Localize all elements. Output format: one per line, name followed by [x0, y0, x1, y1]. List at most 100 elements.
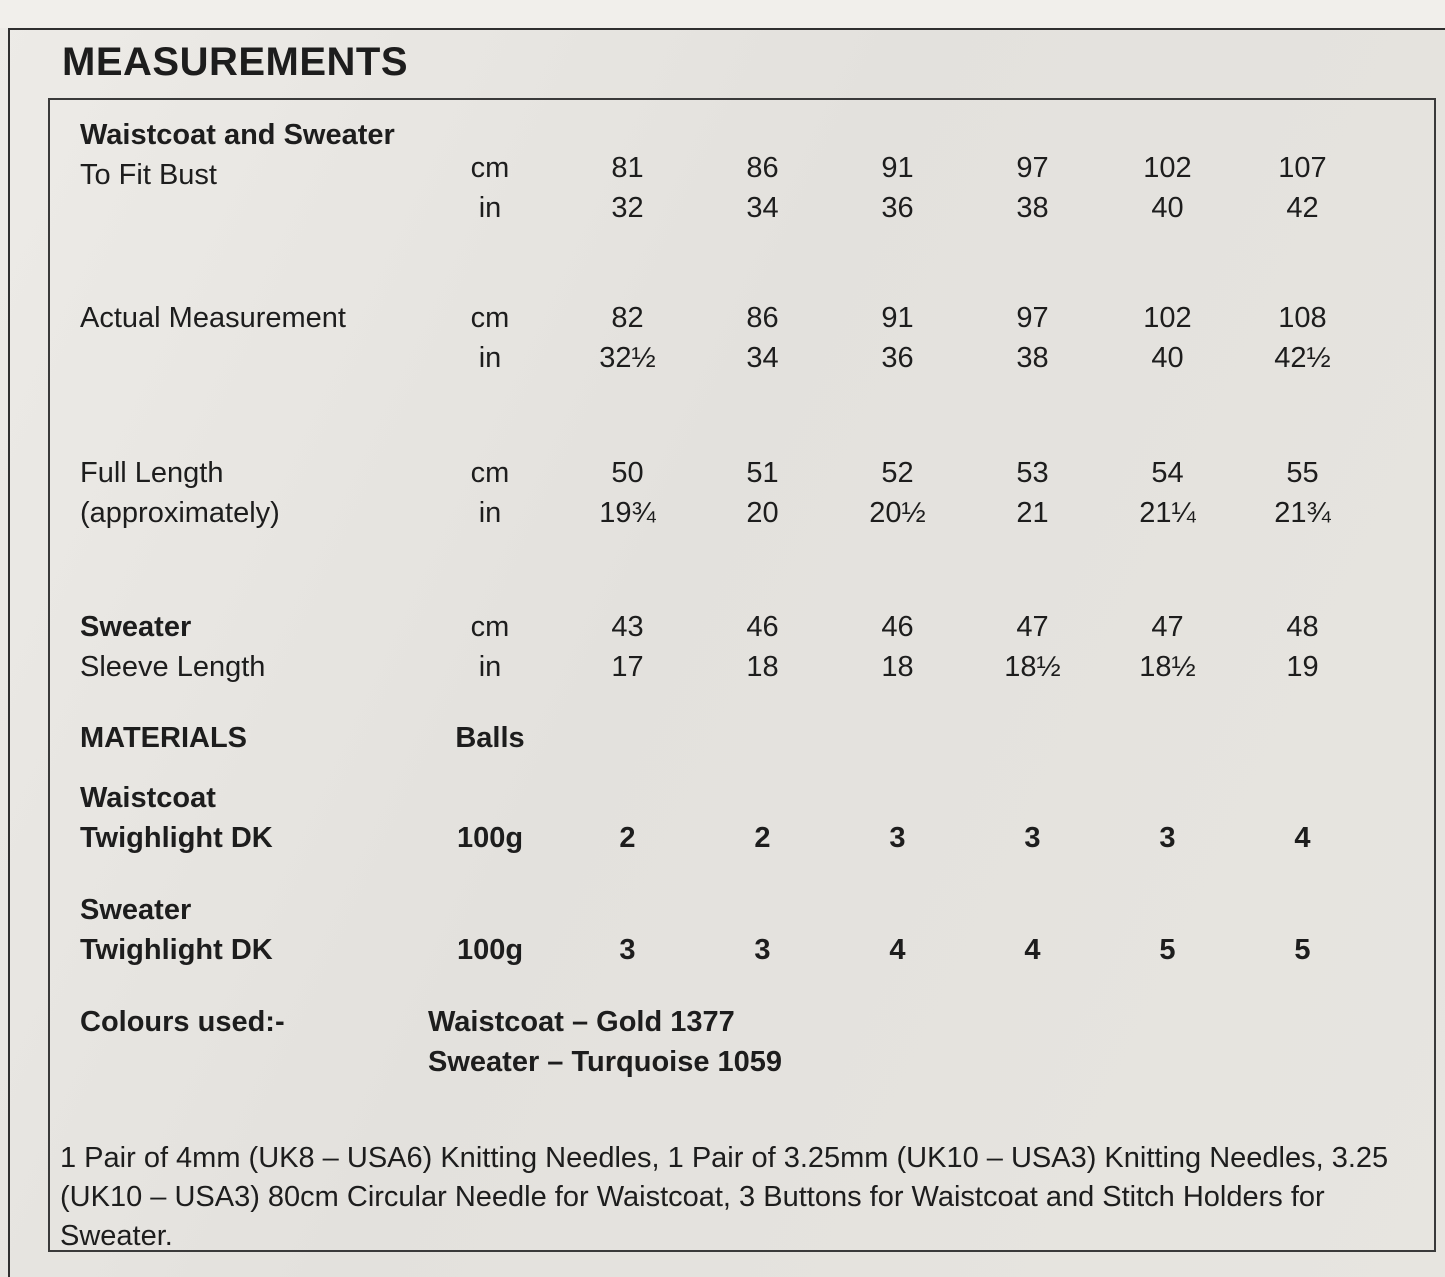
row-label: Waistcoat Twighlight DK: [80, 778, 420, 858]
measurement-value: 102: [1143, 302, 1192, 334]
colour-line-sweater: Sweater – Turquoise 1059: [428, 1046, 783, 1078]
measurement-value: 40: [1151, 342, 1184, 374]
row-label-line2: Sleeve Length: [80, 651, 266, 683]
unit-label-in: in: [478, 342, 502, 374]
measurement-value: 19: [1286, 651, 1319, 683]
measurement-value: 38: [1016, 342, 1049, 374]
measurement-value: 86: [746, 302, 779, 334]
measurements-table: Waistcoat and Sweater To Fit Bust cm 81 …: [48, 98, 1436, 1252]
measurement-value: 17: [611, 651, 644, 683]
table-row-full-length: Full Length (approximately) cm 50 51 52 …: [80, 453, 1370, 533]
balls-count: 5: [1294, 934, 1311, 966]
measurement-value: 97: [1016, 302, 1049, 334]
measurement-value: 42: [1286, 192, 1319, 224]
material-name: Sweater: [80, 894, 192, 926]
measurement-value: 48: [1286, 611, 1319, 643]
row-label-line1: Waistcoat and Sweater: [80, 119, 395, 151]
measurement-value: 19¾: [599, 497, 656, 529]
measurement-value: 53: [1016, 457, 1049, 489]
measurement-value: 54: [1151, 457, 1184, 489]
balls-count: 4: [889, 934, 906, 966]
row-label: Waistcoat and Sweater To Fit Bust: [80, 115, 420, 195]
table-row-sleeve-length: Sweater Sleeve Length cm 43 46 46 47 47 …: [80, 607, 1370, 687]
unit-label-cm: cm: [470, 152, 510, 184]
measurement-value: 91: [881, 152, 914, 184]
measurement-value: 18: [746, 651, 779, 683]
balls-count: 4: [1024, 934, 1041, 966]
outer-frame: [8, 28, 1445, 1277]
colour-lines: Waistcoat – Gold 1377 Sweater – Turquois…: [420, 1002, 1370, 1082]
measurement-value: 21¼: [1139, 497, 1196, 529]
measurement-value: 46: [881, 611, 914, 643]
measurement-value: 20½: [869, 497, 926, 529]
yarn-name: Twighlight DK: [80, 822, 273, 854]
balls-count: 3: [754, 934, 771, 966]
row-label-line1: Actual Measurement: [80, 302, 346, 334]
material-name: Waistcoat: [80, 782, 216, 814]
yarn-name: Twighlight DK: [80, 934, 273, 966]
measurement-value: 55: [1286, 457, 1319, 489]
material-row-sweater: Sweater Twighlight DK 100g 3 3 4 4 5 5: [80, 890, 1370, 970]
yarn-weight: 100g: [456, 934, 524, 966]
row-label: Sweater Sleeve Length: [80, 607, 420, 687]
measurement-value: 47: [1151, 611, 1184, 643]
measurement-value: 46: [746, 611, 779, 643]
balls-count: 3: [1159, 822, 1176, 854]
balls-count: 5: [1159, 934, 1176, 966]
measurement-value: 102: [1143, 152, 1192, 184]
measurement-value: 32½: [599, 342, 656, 374]
colours-label-cell: Colours used:-: [80, 1002, 420, 1082]
table-row-to-fit-bust: Waistcoat and Sweater To Fit Bust cm 81 …: [80, 119, 1370, 228]
measurement-value: 47: [1016, 611, 1049, 643]
colour-line-waistcoat: Waistcoat – Gold 1377: [428, 1006, 735, 1038]
measurement-value: 86: [746, 152, 779, 184]
measurement-value: 52: [881, 457, 914, 489]
unit-label-in: in: [478, 192, 502, 224]
measurement-value: 43: [611, 611, 644, 643]
row-label-line2: [80, 338, 420, 378]
row-label: Sweater Twighlight DK: [80, 890, 420, 970]
measurement-value: 18½: [1004, 651, 1061, 683]
measurement-value: 21: [1016, 497, 1049, 529]
balls-count: 3: [1024, 822, 1041, 854]
balls-count: 3: [619, 934, 636, 966]
row-label-line1: Full Length: [80, 457, 224, 489]
balls-count: 4: [1294, 822, 1311, 854]
measurement-value: 82: [611, 302, 644, 334]
measurement-value: 42½: [1274, 342, 1331, 374]
table-row-actual-measurement: Actual Measurement cm 82 86 91 97 102 10…: [80, 298, 1370, 378]
unit-label-cm: cm: [470, 457, 510, 489]
row-label-line2: (approximately): [80, 497, 280, 529]
measurement-value: 107: [1278, 152, 1327, 184]
row-label: Actual Measurement: [80, 298, 420, 378]
balls-count: 3: [889, 822, 906, 854]
materials-heading: MATERIALS: [80, 722, 248, 754]
measurement-value: 36: [881, 342, 914, 374]
measurement-value: 81: [611, 152, 644, 184]
colours-row: Colours used:- Waistcoat – Gold 1377 Swe…: [80, 1002, 1370, 1082]
needles-note: 1 Pair of 4mm (UK8 – USA6) Knitting Need…: [60, 1142, 1389, 1252]
measurement-value: 91: [881, 302, 914, 334]
measurement-value: 18: [881, 651, 914, 683]
measurement-value: 40: [1151, 192, 1184, 224]
yarn-weight: 100g: [456, 822, 524, 854]
measurement-value: 21¾: [1274, 497, 1331, 529]
row-label-line2: To Fit Bust: [80, 159, 217, 191]
measurement-value: 50: [611, 457, 644, 489]
measurement-value: 97: [1016, 152, 1049, 184]
balls-count: 2: [619, 822, 636, 854]
balls-count: 2: [754, 822, 771, 854]
measurement-value: 18½: [1139, 651, 1196, 683]
page-edge: [0, 0, 1445, 28]
unit-label-in: in: [478, 651, 502, 683]
balls-label: Balls: [455, 722, 525, 754]
row-label: Full Length (approximately): [80, 453, 420, 533]
unit-label-cm: cm: [470, 302, 510, 334]
measurement-value: 20: [746, 497, 779, 529]
measurement-value: 32: [611, 192, 644, 224]
measurement-value: 34: [746, 192, 779, 224]
material-row-waistcoat: Waistcoat Twighlight DK 100g 2 2 3 3 3 4: [80, 778, 1370, 858]
measurement-value: 36: [881, 192, 914, 224]
measurement-value: 51: [746, 457, 779, 489]
